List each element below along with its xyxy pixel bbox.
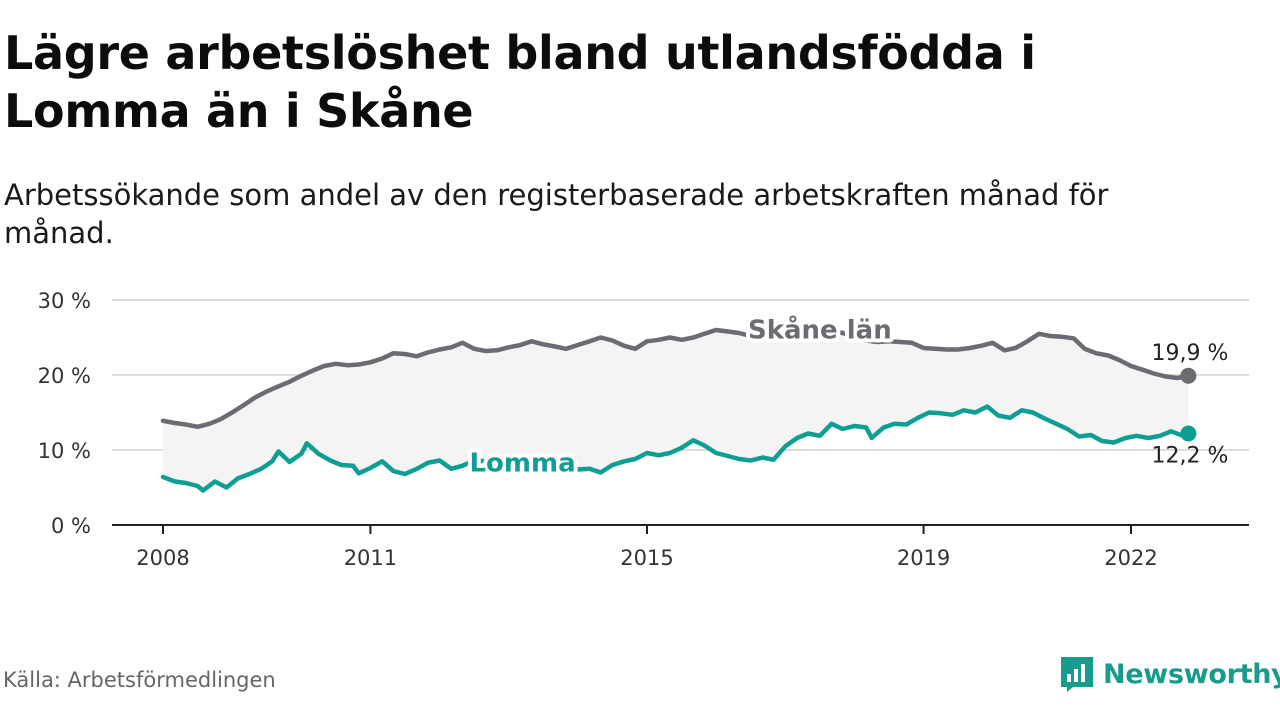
- series-labels: 19,9 % Skåne län 12,2 % Lomma: [465, 310, 1228, 483]
- series-end-marker-skane: [1180, 367, 1197, 384]
- series-name-label-lomma: Lomma: [469, 448, 575, 478]
- y-tick-label: 0 %: [51, 514, 91, 538]
- series-end-marker-lomma: [1180, 425, 1197, 442]
- chart-subtitle: Arbetssökande som andel av den registerb…: [4, 178, 1109, 250]
- x-tick-label: 2019: [897, 546, 950, 570]
- brand-logo[interactable]: Newsworthy: [1059, 654, 1280, 694]
- series-name-label-skane: Skåne län: [748, 314, 892, 346]
- x-tick-label: 2022: [1104, 546, 1157, 570]
- series-end-label-skane: 19,9 %: [1151, 341, 1228, 366]
- series-end-label-lomma: 12,2 %: [1151, 444, 1228, 469]
- y-tick-label: 20 %: [38, 364, 91, 388]
- series-line-lomma: [160, 404, 1191, 493]
- x-tick-label: 2008: [136, 546, 189, 570]
- x-axis: 2008 2011 2015 2019 2022: [136, 525, 1158, 570]
- x-tick-label: 2011: [344, 546, 397, 570]
- newsworthy-logo-icon: [1061, 657, 1093, 692]
- series-lines: [160, 325, 1197, 493]
- range-band: [163, 327, 1189, 491]
- chart-title: Lägre arbetslöshet bland utlandsfödda i …: [4, 26, 1036, 138]
- brand-name: Newsworthy: [1103, 658, 1280, 690]
- y-tick-label: 30 %: [38, 289, 91, 313]
- series-line-skane: [160, 325, 1191, 430]
- y-tick-label: 10 %: [38, 439, 91, 463]
- x-tick-label: 2015: [620, 546, 673, 570]
- source-note: Källa: Arbetsförmedlingen: [3, 668, 276, 692]
- line-chart: 0 % 10 % 20 % 30 % 2008 2011 2015 2019 2022 19,…: [38, 289, 1249, 570]
- y-axis-labels: 0 % 10 % 20 % 30 %: [38, 289, 91, 538]
